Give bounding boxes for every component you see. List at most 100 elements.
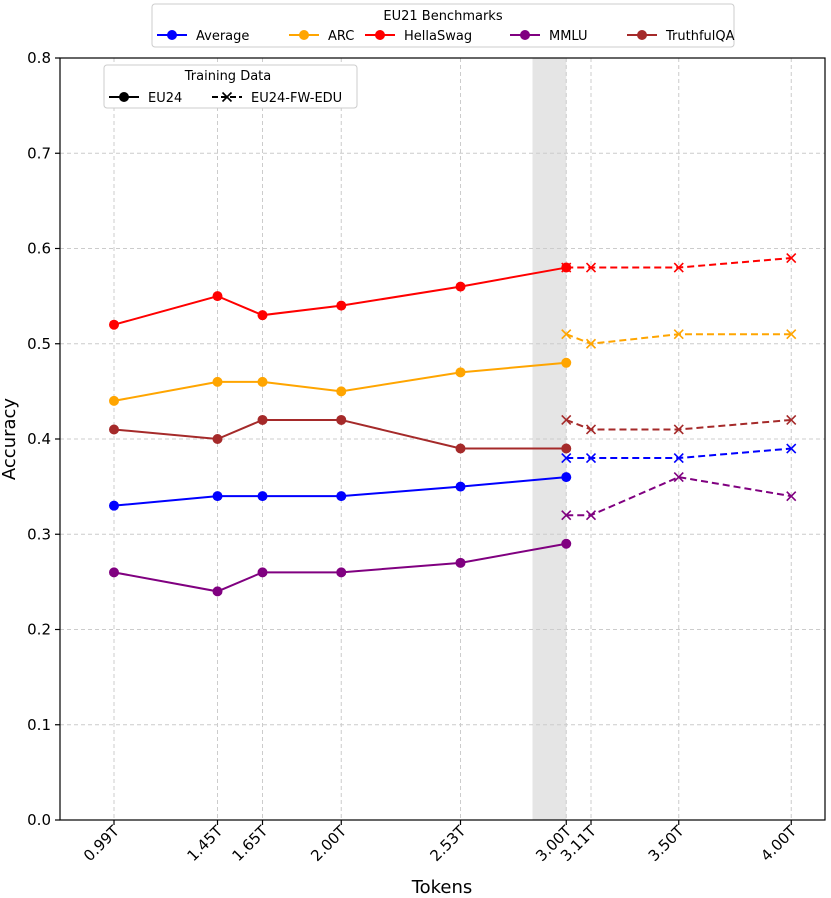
y-tick-label: 0.3 bbox=[27, 525, 51, 543]
data-point bbox=[257, 414, 268, 425]
series-truthfulqa-eu24-fw-edu bbox=[561, 414, 797, 435]
data-point bbox=[561, 472, 572, 483]
data-point bbox=[212, 586, 223, 597]
legend-marker bbox=[375, 30, 385, 40]
data-point bbox=[786, 491, 797, 502]
y-tick-label: 0.0 bbox=[27, 811, 51, 829]
data-point bbox=[336, 414, 347, 425]
series-line bbox=[113, 476, 567, 507]
data-point bbox=[109, 567, 119, 578]
data-point bbox=[673, 424, 684, 435]
data-point bbox=[212, 434, 223, 444]
data-point bbox=[786, 329, 797, 340]
series-line bbox=[565, 418, 792, 431]
data-point bbox=[561, 443, 572, 454]
data-point bbox=[336, 491, 347, 502]
data-point bbox=[455, 443, 466, 454]
series-arc-eu24 bbox=[109, 357, 572, 406]
legend-label: EU24-FW-EDU bbox=[251, 91, 342, 106]
data-point bbox=[336, 386, 347, 397]
series-arc-eu24-fw-edu bbox=[561, 329, 797, 349]
legend-entry-hellaswag: HellaSwag bbox=[365, 29, 472, 44]
data-point bbox=[561, 510, 572, 521]
legend-marker bbox=[167, 30, 177, 40]
data-point bbox=[561, 452, 572, 464]
data-point bbox=[585, 338, 597, 349]
series-hellaswag-eu24 bbox=[109, 262, 572, 330]
series-truthfulqa-eu24 bbox=[109, 414, 572, 454]
series-mmlu-eu24-fw-edu bbox=[561, 472, 797, 521]
data-point bbox=[212, 376, 223, 387]
data-point bbox=[455, 281, 466, 292]
data-point bbox=[455, 557, 466, 568]
series-line bbox=[113, 266, 567, 326]
data-point bbox=[585, 262, 597, 273]
series-average-eu24-fw-edu bbox=[561, 443, 797, 464]
legend-entry-mmlu: MMLU bbox=[510, 29, 588, 44]
data-point bbox=[109, 500, 119, 511]
series-line bbox=[565, 333, 792, 345]
x-tick-label: 1.45T bbox=[184, 822, 227, 865]
data-point bbox=[257, 491, 268, 502]
legend-entry-eu24: EU24 bbox=[109, 91, 182, 106]
series-mmlu-eu24 bbox=[109, 538, 572, 597]
legend-marker bbox=[221, 91, 233, 103]
legend-marker bbox=[299, 30, 309, 40]
y-tick-label: 0.2 bbox=[27, 621, 51, 639]
x-axis-label: Tokens bbox=[411, 877, 473, 898]
data-point bbox=[257, 310, 268, 321]
legend-label: HellaSwag bbox=[404, 29, 472, 44]
y-axis-label: Accuracy bbox=[0, 398, 20, 481]
series-line bbox=[113, 418, 567, 450]
data-point bbox=[212, 291, 223, 302]
y-tick-label: 0.1 bbox=[27, 716, 51, 734]
data-point bbox=[257, 567, 268, 578]
data-point bbox=[257, 376, 268, 387]
data-point bbox=[585, 510, 597, 521]
legend-title: EU21 Benchmarks bbox=[383, 9, 502, 24]
data-point bbox=[109, 395, 119, 406]
legend-entry-arc: ARC bbox=[289, 29, 354, 44]
y-tick-label: 0.6 bbox=[27, 240, 51, 258]
x-tick-label: 4.00T bbox=[757, 822, 800, 865]
legend-label: TruthfulQA bbox=[665, 29, 735, 44]
series-hellaswag-eu24-fw-edu bbox=[561, 252, 797, 273]
legend-frame bbox=[151, 3, 735, 48]
data-point bbox=[109, 424, 119, 435]
data-point bbox=[786, 443, 797, 454]
data-point bbox=[673, 472, 684, 483]
legend-label: MMLU bbox=[549, 29, 588, 44]
y-tick-label: 0.8 bbox=[27, 49, 51, 67]
data-point bbox=[585, 452, 597, 464]
series-line bbox=[566, 447, 792, 460]
data-point bbox=[673, 262, 684, 273]
data-point bbox=[786, 414, 797, 426]
data-point bbox=[455, 367, 466, 378]
x-tick-label: 2.53T bbox=[427, 822, 470, 865]
legend-label: EU24 bbox=[148, 91, 182, 106]
legend-marker bbox=[119, 92, 129, 102]
data-point bbox=[585, 424, 597, 435]
x-tick-label: 1.65T bbox=[229, 822, 272, 865]
data-point bbox=[561, 262, 572, 273]
legend-entry-eu24-fw-edu: EU24-FW-EDU bbox=[212, 91, 342, 106]
data-point bbox=[212, 491, 223, 502]
x-tick-label: 2.00T bbox=[307, 822, 350, 865]
data-point bbox=[336, 567, 347, 578]
data-point bbox=[455, 481, 466, 492]
legend-marker bbox=[637, 30, 647, 40]
legend-entry-average: Average bbox=[157, 29, 249, 44]
legend-marker bbox=[520, 30, 530, 40]
y-tick-label: 0.7 bbox=[27, 144, 51, 162]
benchmark-legend: EU21 Benchmarks Average ARC HellaSwag MMLU Tr… bbox=[151, 3, 735, 48]
legend-entry-truthfulqa: TruthfulQA bbox=[627, 29, 735, 44]
series-line bbox=[566, 476, 792, 517]
series-line bbox=[566, 257, 792, 269]
series-line bbox=[113, 542, 567, 593]
data-point bbox=[561, 538, 572, 549]
y-tick-label: 0.4 bbox=[27, 430, 51, 448]
data-point bbox=[561, 414, 572, 426]
x-tick-label: 3.50T bbox=[645, 822, 688, 865]
legend-label: Average bbox=[196, 29, 249, 44]
